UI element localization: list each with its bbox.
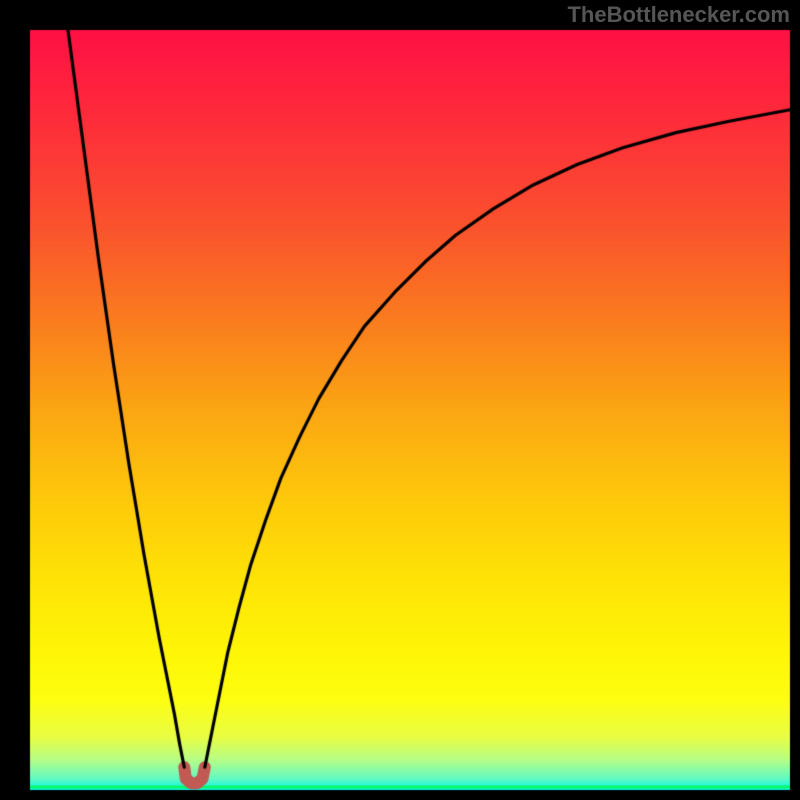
- bottleneck-chart: TheBottlenecker.com: [0, 0, 800, 800]
- chart-canvas: [0, 0, 800, 800]
- watermark-text: TheBottlenecker.com: [567, 2, 790, 28]
